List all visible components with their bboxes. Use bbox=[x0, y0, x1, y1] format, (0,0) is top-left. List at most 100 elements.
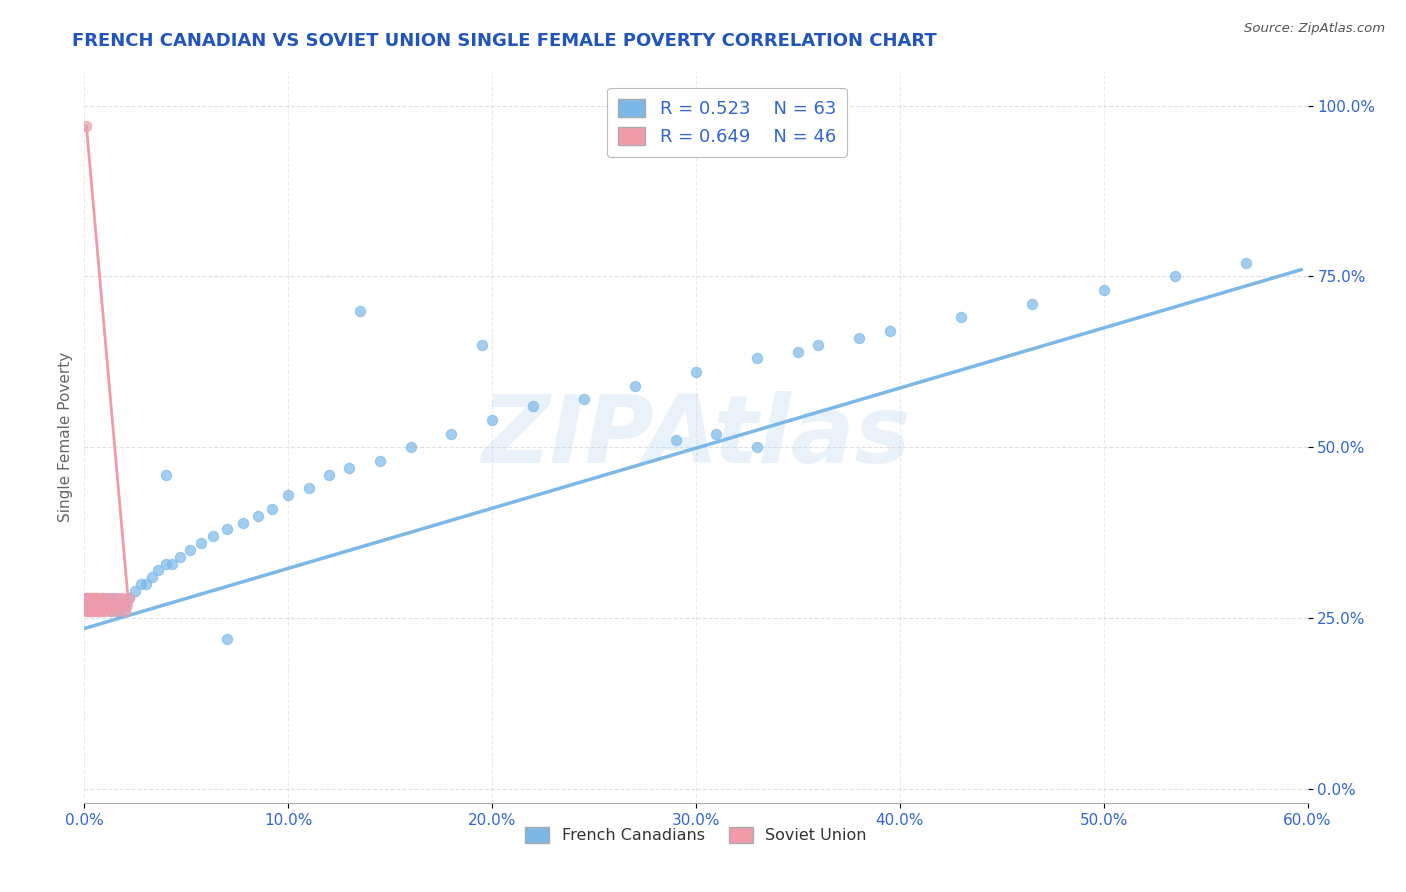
Point bbox=[83, 604, 105, 618]
Point bbox=[93, 598, 115, 612]
Point bbox=[82, 604, 104, 618]
Point bbox=[131, 577, 153, 591]
Point bbox=[118, 591, 141, 605]
Point bbox=[190, 536, 212, 550]
Y-axis label: Single Female Poverty: Single Female Poverty bbox=[58, 352, 73, 522]
Point bbox=[79, 604, 101, 618]
Point bbox=[104, 598, 127, 612]
Point bbox=[83, 598, 105, 612]
Point bbox=[75, 119, 97, 133]
Point bbox=[93, 604, 115, 618]
Point bbox=[217, 632, 239, 646]
Point bbox=[93, 598, 115, 612]
Point bbox=[108, 591, 131, 605]
Point bbox=[471, 338, 494, 352]
Legend: French Canadians, Soviet Union: French Canadians, Soviet Union bbox=[519, 821, 873, 850]
Point bbox=[105, 604, 128, 618]
Point bbox=[75, 604, 97, 618]
Point bbox=[141, 570, 163, 584]
Point bbox=[82, 591, 104, 605]
Point bbox=[105, 604, 128, 618]
Point bbox=[246, 508, 269, 523]
Point bbox=[260, 501, 283, 516]
Point bbox=[318, 467, 340, 482]
Point bbox=[86, 591, 108, 605]
Point bbox=[87, 604, 110, 618]
Point bbox=[135, 577, 157, 591]
Point bbox=[82, 598, 104, 612]
Point bbox=[82, 591, 104, 605]
Text: FRENCH CANADIAN VS SOVIET UNION SINGLE FEMALE POVERTY CORRELATION CHART: FRENCH CANADIAN VS SOVIET UNION SINGLE F… bbox=[72, 32, 936, 50]
Text: ZIPAtlas: ZIPAtlas bbox=[481, 391, 911, 483]
Point bbox=[79, 598, 101, 612]
Point bbox=[572, 392, 595, 407]
Point bbox=[97, 598, 120, 612]
Point bbox=[399, 440, 422, 454]
Point bbox=[79, 598, 101, 612]
Point bbox=[440, 426, 463, 441]
Point bbox=[100, 604, 122, 618]
Point bbox=[83, 598, 105, 612]
Point bbox=[155, 467, 177, 482]
Point bbox=[146, 563, 169, 577]
Point bbox=[747, 351, 769, 366]
Point bbox=[368, 454, 391, 468]
Text: Source: ZipAtlas.com: Source: ZipAtlas.com bbox=[1244, 22, 1385, 36]
Point bbox=[96, 598, 118, 612]
Point bbox=[91, 591, 114, 605]
Point bbox=[179, 542, 201, 557]
Point bbox=[624, 379, 647, 393]
Point bbox=[82, 598, 104, 612]
Point bbox=[77, 591, 100, 605]
Point bbox=[879, 324, 901, 338]
Point bbox=[97, 591, 120, 605]
Point bbox=[112, 591, 135, 605]
Point bbox=[101, 598, 124, 612]
Point bbox=[83, 598, 105, 612]
Point bbox=[90, 598, 112, 612]
Point bbox=[79, 591, 101, 605]
Point bbox=[110, 598, 132, 612]
Point bbox=[83, 591, 105, 605]
Point bbox=[155, 557, 177, 571]
Point bbox=[349, 303, 371, 318]
Point bbox=[75, 591, 97, 605]
Point bbox=[90, 598, 112, 612]
Point bbox=[77, 604, 100, 618]
Point bbox=[110, 604, 132, 618]
Point bbox=[1021, 297, 1043, 311]
Point bbox=[82, 598, 104, 612]
Point bbox=[169, 549, 191, 564]
Point bbox=[665, 434, 688, 448]
Point bbox=[481, 413, 503, 427]
Point bbox=[115, 598, 138, 612]
Point bbox=[77, 598, 100, 612]
Point bbox=[787, 344, 810, 359]
Point bbox=[114, 598, 136, 612]
Point bbox=[101, 591, 124, 605]
Point bbox=[160, 557, 183, 571]
Point bbox=[522, 400, 544, 414]
Point bbox=[232, 516, 254, 530]
Point bbox=[91, 598, 114, 612]
Point bbox=[100, 604, 122, 618]
Point bbox=[217, 522, 239, 536]
Point bbox=[848, 331, 870, 345]
Point bbox=[77, 598, 100, 612]
Point bbox=[86, 604, 108, 618]
Point bbox=[87, 598, 110, 612]
Point bbox=[124, 583, 146, 598]
Point bbox=[79, 604, 101, 618]
Point bbox=[339, 460, 361, 475]
Point bbox=[706, 426, 728, 441]
Point bbox=[86, 591, 108, 605]
Point bbox=[96, 591, 118, 605]
Point bbox=[90, 604, 112, 618]
Point bbox=[104, 591, 127, 605]
Point bbox=[201, 529, 224, 543]
Point bbox=[114, 604, 136, 618]
Point bbox=[277, 488, 299, 502]
Point bbox=[1236, 256, 1258, 270]
Point bbox=[685, 365, 707, 379]
Point bbox=[298, 481, 321, 495]
